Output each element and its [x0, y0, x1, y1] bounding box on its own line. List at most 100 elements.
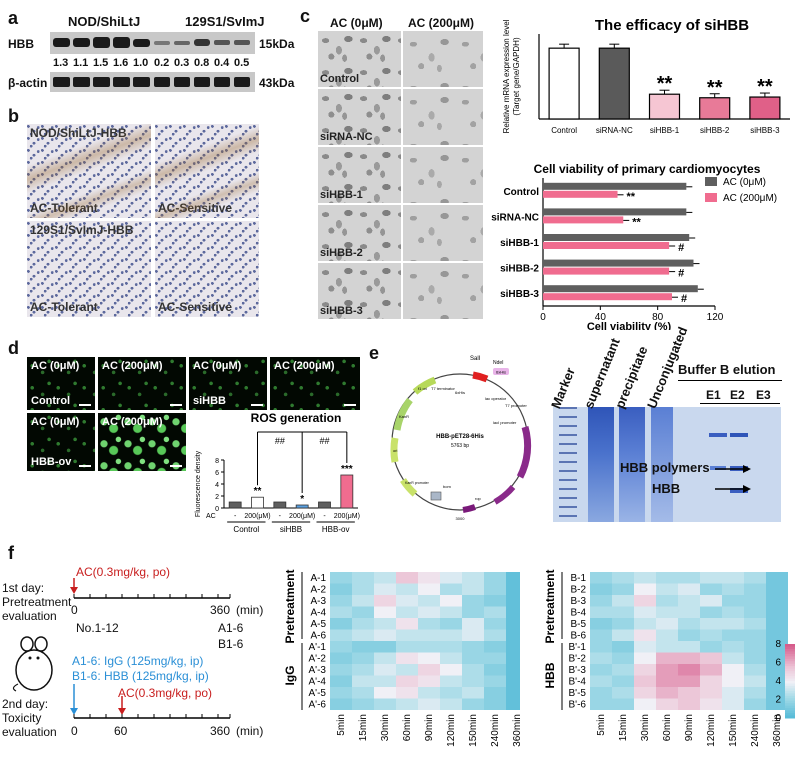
day2-title: 2nd day: [2, 697, 49, 711]
heatmap-row-label: B'-1 [569, 642, 587, 653]
heatmap-cell [440, 652, 462, 664]
heatmap-row-label: A'-4 [309, 677, 327, 688]
colorbar-segment [785, 678, 795, 682]
heatmap-cell [656, 572, 678, 584]
day2-t60: 60 [114, 724, 128, 738]
heatmap-cell [766, 641, 788, 653]
day1-timeline [70, 578, 231, 599]
blot-bands [53, 37, 250, 87]
day2-t360: 360 [210, 724, 231, 738]
day2-min: (min) [236, 724, 264, 738]
heatmap-cell [462, 572, 484, 584]
panel-f-letter: f [8, 543, 14, 563]
significance-mark: # [681, 293, 687, 305]
heatmap-cell [352, 629, 374, 641]
ac-level: 200(μM) [334, 513, 360, 520]
colorbar-segment [785, 668, 795, 672]
heatmap-cell [330, 583, 352, 595]
heatmap-cell [506, 652, 520, 664]
heatmap-cell [590, 687, 612, 699]
heatmap-col-label: 150min [728, 714, 739, 747]
fluo-control-ac0: AC (0μM) Control [27, 357, 95, 410]
chart-title: The efficacy of siHBB [595, 17, 749, 34]
heatmap-cell [352, 687, 374, 699]
plasmid-tick-3000: 3000 [456, 516, 466, 521]
heatmap-cell [590, 583, 612, 595]
heatmap-cell [678, 687, 700, 699]
bar [318, 501, 331, 509]
heatmap-cell [700, 629, 722, 641]
heatmap-cell [506, 687, 520, 699]
fluo-label: AC (0μM) [31, 360, 80, 372]
band-ratio: 1.3 [53, 57, 69, 69]
heatmap-cell [612, 652, 634, 664]
heatmap-cell [418, 664, 440, 676]
heatmap-cell [678, 606, 700, 618]
heatmap-cell [440, 641, 462, 653]
band-ratio: 0.5 [234, 57, 250, 69]
bar [543, 259, 694, 267]
colorbar-segment [785, 676, 795, 680]
elution-underline [678, 380, 782, 381]
heatmap-cell [612, 664, 634, 676]
heatmap-cell [722, 652, 744, 664]
heatmap-cell [484, 572, 506, 584]
heatmap-cell [352, 595, 374, 607]
micrograph-cell [403, 147, 483, 203]
heatmap-cell [374, 641, 396, 653]
heatmap-cell [330, 606, 352, 618]
category-label: siHBB-3 [500, 289, 539, 300]
significance-mark: ** [627, 191, 636, 203]
ac-level: - [234, 513, 237, 520]
micrograph-cell: siHBB-3 [318, 263, 401, 319]
heatmap-row-label: A-4 [310, 608, 326, 619]
tick-label: siHBB-1 [650, 126, 680, 135]
heatmap-row-label: B-6 [570, 631, 586, 642]
heatmap-cell [462, 618, 484, 630]
heatmap-cell [440, 583, 462, 595]
day1-sub1: Pretreatment [2, 595, 72, 609]
bar [543, 242, 670, 249]
colorbar-segment [785, 656, 795, 660]
heatmap-cell [634, 629, 656, 641]
heatmap-col-label: 90min [684, 714, 695, 741]
heatmap-row-label: B-5 [570, 619, 586, 630]
micrograph-cell [403, 205, 483, 261]
heatmap-cell [374, 664, 396, 676]
heatmap-cell [440, 595, 462, 607]
heatmap-cell [506, 606, 520, 618]
elution-e2: E2 [730, 388, 745, 402]
heatmap-cell [374, 629, 396, 641]
heatmap-cell [590, 652, 612, 664]
heatmap-cell [374, 606, 396, 618]
heatmap-hbb: B-1B-2B-3B-4B-5B-6B'-1B'-2B'-3B'-4B'-5B'… [543, 569, 795, 747]
heatmap-cell [612, 572, 634, 584]
heatmap-cell [440, 629, 462, 641]
day2-sub2: evaluation [2, 725, 57, 739]
heatmap-cell [700, 675, 722, 687]
heatmap-cell [506, 641, 520, 653]
heatmap-cell [722, 606, 744, 618]
heatmap-cell [634, 664, 656, 676]
heatmap-col-label: 240min [750, 714, 761, 747]
heatmap-cell [656, 595, 678, 607]
colorbar-segment [785, 671, 795, 675]
heatmap-cell [506, 618, 520, 630]
heatmap-cell [352, 583, 374, 595]
heatmap-row-label: A-6 [310, 631, 326, 642]
heatmap-cell [744, 606, 766, 618]
band-ratio: 0.2 [154, 57, 170, 69]
y-axis-label: Fluorescence density [195, 450, 202, 517]
group-label: HBB-ov [322, 525, 350, 534]
heatmap-cell [590, 595, 612, 607]
heatmap-cell [766, 687, 788, 699]
heatmap-cell [396, 583, 418, 595]
bar [598, 47, 630, 120]
heatmap-cell [506, 664, 520, 676]
colorbar-segment [785, 700, 795, 704]
bar [543, 190, 618, 198]
heatmap-cell [744, 652, 766, 664]
heatmap-cell [744, 664, 766, 676]
band-ratio: 0.8 [194, 57, 210, 69]
heatmap-cell [484, 675, 506, 687]
